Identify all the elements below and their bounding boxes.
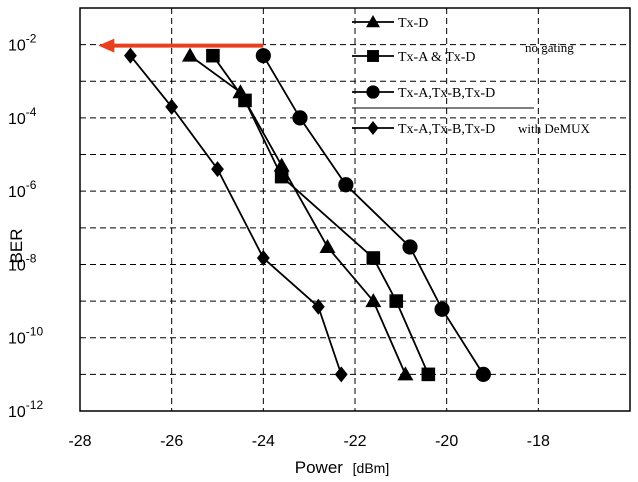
series-line-circle	[262, 55, 485, 375]
data-point-triangle	[319, 238, 336, 253]
y-tick-base: 10	[8, 111, 26, 128]
data-point-diamond	[124, 47, 137, 64]
legend-marker-square	[367, 50, 379, 62]
y-tick-base: 10	[8, 257, 26, 274]
data-point-square	[274, 169, 289, 184]
series-circle	[255, 48, 491, 382]
legend: Tx-D Tx-A & Tx-D Tx-A,Tx-B,Tx-D Tx-A,Tx-B,T…	[352, 15, 590, 137]
legend-marker-triangle	[366, 15, 380, 28]
data-point-circle	[292, 110, 308, 126]
plot-frame	[79, 7, 631, 412]
series-square	[206, 48, 436, 382]
data-point-triangle	[397, 366, 414, 381]
legend-marker-circle	[366, 85, 380, 99]
x-tick-label: -22	[343, 433, 366, 450]
data-point-square	[389, 294, 404, 308]
y-tick-label: 10-10	[8, 325, 43, 348]
data-point-square	[421, 367, 436, 382]
y-tick-exponent: -2	[26, 32, 37, 46]
data-point-square	[366, 251, 381, 265]
x-axis-title-quantity: Power	[295, 458, 344, 477]
x-axis-title: Power [dBm]	[295, 458, 390, 477]
y-tick-label: 10-4	[8, 105, 37, 128]
y-tick-base: 10	[8, 38, 26, 55]
x-tick-label: -26	[160, 433, 183, 450]
data-point-circle	[434, 301, 450, 317]
x-axis-title-unit: [dBm]	[353, 460, 390, 476]
data-point-triangle	[182, 47, 198, 62]
y-tick-label: 10-6	[8, 178, 37, 201]
legend-note-with-demux: with DeMUX	[518, 121, 590, 136]
arrow-head	[98, 38, 115, 53]
data-point-circle	[402, 239, 418, 255]
x-tick-label: -24	[252, 433, 275, 450]
shift-arrow	[98, 38, 264, 53]
legend-entry: Tx-D	[352, 15, 428, 31]
data-point-diamond	[211, 161, 224, 178]
legend-entry: Tx-A,Tx-B,Tx-D	[352, 85, 495, 101]
data-point-diamond	[311, 298, 325, 315]
y-tick-exponent: -6	[26, 178, 37, 192]
x-tick-label: -20	[435, 433, 458, 450]
y-tick-exponent: -12	[26, 398, 44, 412]
horizontal-gridlines	[80, 44, 630, 375]
legend-label: Tx-A & Tx-D	[398, 50, 476, 65]
series-line-diamond	[129, 55, 343, 375]
legend-entry: Tx-A,Tx-B,Tx-D	[352, 121, 495, 137]
vertical-gridlines	[171, 8, 539, 411]
y-tick-exponent: -10	[26, 325, 44, 339]
data-point-circle	[338, 177, 354, 193]
data-point-circle	[475, 366, 491, 382]
series-line-triangle	[189, 54, 407, 375]
x-tick-label: -18	[527, 433, 550, 450]
series-lines	[124, 47, 491, 383]
data-point-square	[206, 48, 220, 63]
data-point-circle	[255, 48, 271, 64]
y-tick-label: 10-2	[8, 32, 37, 55]
y-tick-label: 10-8	[8, 251, 37, 274]
legend-label: Tx-D	[398, 16, 428, 31]
legend-marker-diamond	[367, 121, 379, 135]
legend-note-no-gating: no gating	[525, 40, 574, 55]
legend-entry: Tx-A & Tx-D	[352, 50, 476, 65]
y-tick-base: 10	[8, 184, 26, 201]
series-line-square	[212, 55, 430, 375]
legend-label: Tx-A,Tx-B,Tx-D	[398, 86, 495, 101]
data-point-diamond	[256, 250, 270, 267]
data-point-triangle	[365, 293, 382, 308]
data-point-diamond	[334, 366, 348, 383]
y-tick-exponent: -4	[26, 105, 37, 119]
series-triangle	[182, 47, 414, 381]
data-point-diamond	[165, 98, 179, 115]
y-axis-title: BER	[7, 229, 26, 264]
y-tick-exponent: -8	[26, 251, 37, 265]
y-tick-base: 10	[8, 404, 26, 421]
legend-label: Tx-A,Tx-B,Tx-D	[398, 122, 495, 137]
series-diamond	[124, 47, 348, 383]
y-tick-label: 10-12	[8, 398, 43, 421]
x-tick-labels: -28 -26 -24 -22 -20 -18	[68, 433, 550, 450]
data-point-square	[238, 93, 252, 108]
x-tick-label: -28	[68, 433, 91, 450]
y-tick-base: 10	[8, 331, 26, 348]
